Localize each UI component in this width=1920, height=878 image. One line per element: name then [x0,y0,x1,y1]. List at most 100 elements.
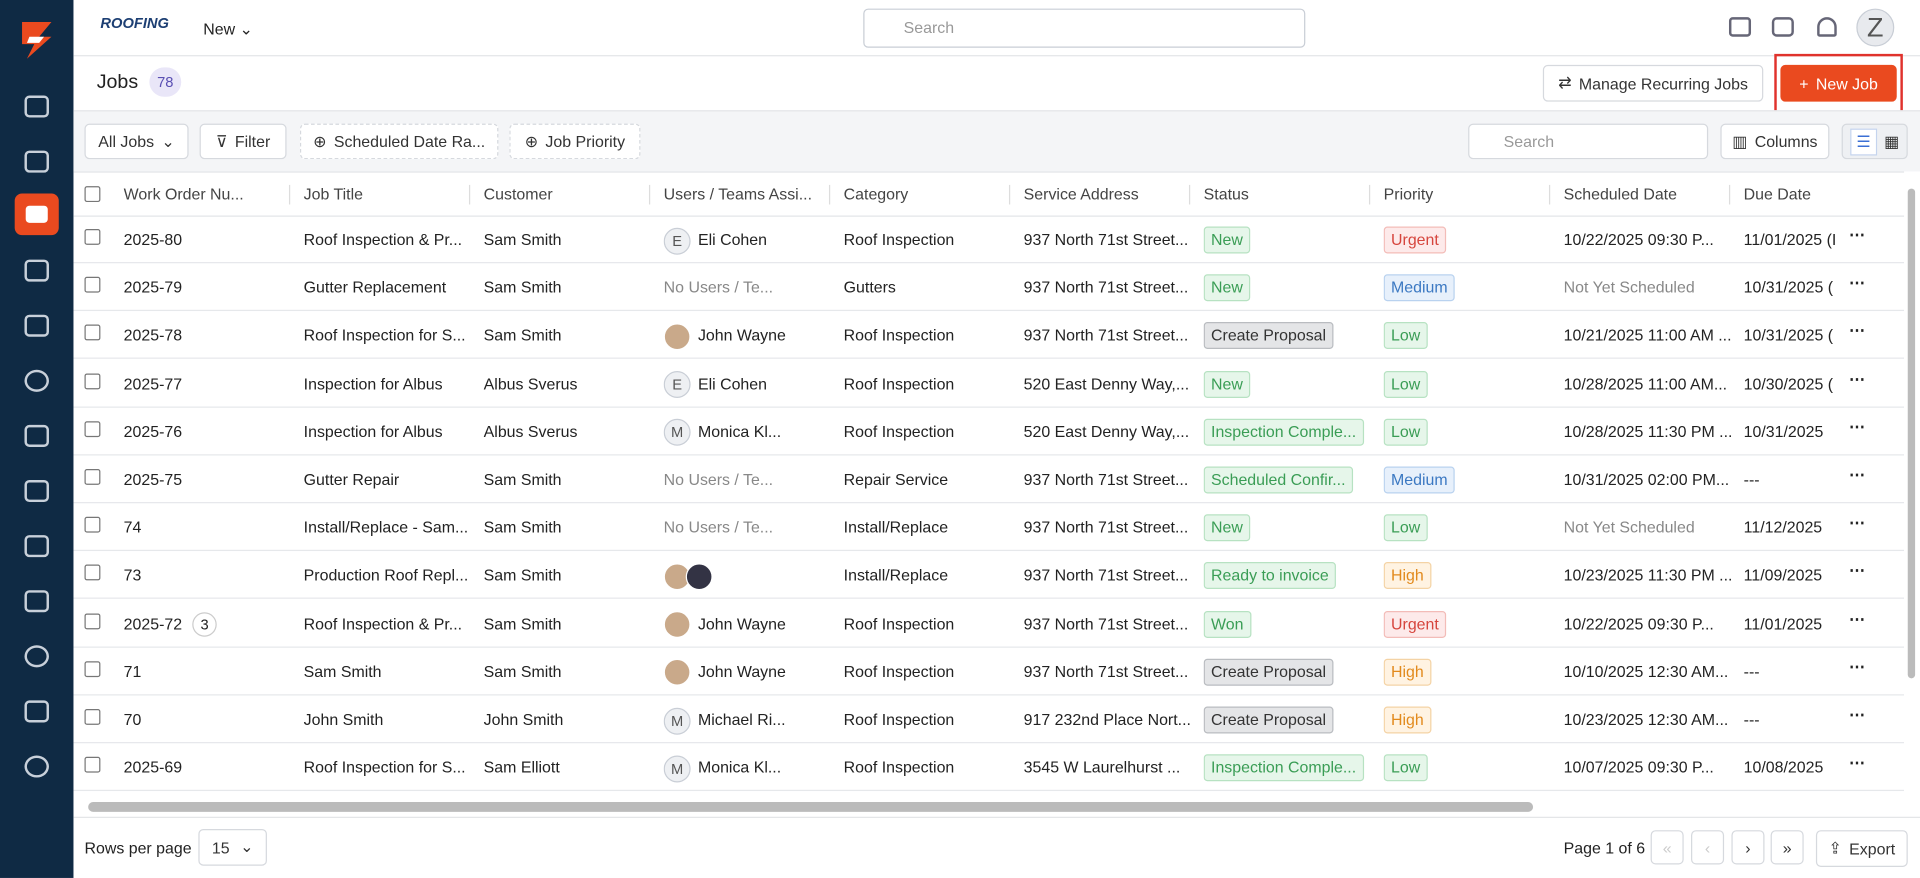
column-header[interactable]: Scheduled Date [1563,184,1677,204]
row-actions[interactable]: ⋯ [1848,513,1867,532]
nav-calendar[interactable] [24,259,49,282]
cell-text: Not Yet Scheduled [1563,278,1695,297]
announcements-icon[interactable] [1728,17,1752,37]
nav-estimates[interactable] [24,590,49,613]
row-checkbox[interactable] [84,228,101,245]
select-all-checkbox[interactable] [84,186,101,203]
row-checkbox[interactable] [84,756,101,773]
table-search[interactable]: Search [1468,123,1709,160]
cell-text: 2025-78 [123,326,183,345]
prev-page[interactable]: ‹ [1691,830,1725,865]
all-jobs-select[interactable]: All Jobs ⌄ [84,123,189,160]
user-photo [685,563,713,591]
columns-button[interactable]: ▥ Columns [1720,123,1830,160]
cell-text: Sam Smith [483,662,562,681]
nav-tags[interactable] [24,480,49,503]
row-checkbox[interactable] [84,276,101,293]
cell-text: 937 North 71st Street... [1023,230,1189,249]
vertical-scrollbar[interactable] [1905,174,1917,798]
cell-priority: Low [1383,503,1555,551]
row-actions[interactable]: ⋯ [1848,273,1867,292]
column-header[interactable]: Customer [483,184,553,204]
nav-orders[interactable] [24,424,49,447]
nav-tools[interactable] [24,150,49,173]
row-checkbox[interactable] [84,372,101,389]
filter-button[interactable]: ⊽ Filter [199,123,287,160]
cell-text: Roof Inspection [843,326,955,345]
cell-user: No Users / Te... [664,456,835,504]
row-actions[interactable]: ⋯ [1848,609,1867,628]
manage-recurring-button[interactable]: ⇄ Manage Recurring Jobs [1542,64,1764,102]
cell-customer: Sam Smith [484,551,655,599]
row-actions[interactable]: ⋯ [1848,417,1867,436]
global-search[interactable]: Search [863,8,1306,48]
export-button[interactable]: ⇪ Export [1815,830,1908,867]
row-actions[interactable]: ⋯ [1848,321,1867,340]
column-header[interactable]: Job Title [303,184,363,204]
cell-text: Sam Smith [483,518,562,537]
cell-customer: Sam Smith [484,600,655,648]
nav-jobs-active[interactable] [14,193,59,236]
cell-category: Roof Inspection [844,743,1015,791]
row-actions[interactable]: ⋯ [1848,753,1867,772]
cell-due: 10/31/2025 ( [1744,263,1903,311]
nav-analytics[interactable] [24,645,49,668]
row-checkbox[interactable] [84,420,101,437]
next-page[interactable]: › [1731,830,1765,865]
row-checkbox[interactable] [84,516,101,533]
view-toggle[interactable]: ☰ ▦ [1841,123,1908,160]
first-page[interactable]: « [1650,830,1684,865]
user-avatar[interactable]: Z [1856,8,1895,47]
column-header[interactable]: Status [1203,184,1249,204]
row-checkbox[interactable] [84,324,101,341]
nav-workflows[interactable] [24,700,49,723]
nav-time[interactable] [24,369,49,392]
messages-icon[interactable] [1771,17,1794,37]
cell-title: Sam Smith [304,648,475,696]
last-page[interactable]: » [1770,830,1804,865]
cell-status: New [1203,263,1375,311]
row-checkbox[interactable] [84,708,101,725]
user-name: John Wayne [697,614,786,633]
column-header[interactable]: Due Date [1743,184,1811,204]
cell-title: Roof Inspection for S... [304,311,475,359]
row-checkbox[interactable] [84,564,101,581]
column-header[interactable]: Work Order Nu... [123,184,244,204]
row-actions[interactable]: ⋯ [1848,561,1867,580]
cell-text: Inspection for Albus [303,422,443,441]
new-menu[interactable]: New ⌄ [203,19,253,38]
new-job-button[interactable]: + New Job [1780,64,1897,102]
column-header[interactable]: Priority [1383,184,1434,204]
cell-id: 2025-79 [124,263,295,311]
row-checkbox[interactable] [84,468,101,485]
search-placeholder: Search [903,18,955,37]
priority-filter[interactable]: ⊕ Job Priority [509,123,641,160]
nav-settings[interactable] [24,755,49,778]
row-checkbox[interactable] [84,612,101,629]
nav-reports[interactable] [24,95,49,118]
column-header[interactable]: Users / Teams Assi... [663,184,813,204]
row-checkbox[interactable] [84,660,101,677]
row-actions[interactable]: ⋯ [1848,465,1867,484]
table-row: 2025-69 Roof Inspection for S... Sam Ellio… [73,743,1905,792]
cell-due: 11/01/2025 (I [1744,216,1903,264]
horizontal-scrollbar[interactable] [88,802,1534,812]
comment-count[interactable]: 3 [191,611,218,637]
cell-due: --- [1744,648,1903,696]
row-actions[interactable]: ⋯ [1848,369,1867,388]
column-divider [288,184,291,205]
nav-customers[interactable] [24,314,49,337]
cell-title: Inspection for Albus [304,408,475,456]
column-divider [1188,184,1191,205]
row-actions[interactable]: ⋯ [1848,705,1867,724]
row-actions[interactable]: ⋯ [1848,225,1867,244]
date-range-filter[interactable]: ⊕ Scheduled Date Ra... [300,123,499,160]
rows-per-page-select[interactable]: 15 ⌄ [198,828,267,866]
cell-title: Gutter Replacement [304,263,475,311]
column-header[interactable]: Service Address [1023,184,1139,204]
row-actions[interactable]: ⋯ [1848,657,1867,676]
column-header[interactable]: Category [843,184,909,204]
column-divider [828,184,831,205]
nav-map[interactable] [24,535,49,558]
notifications-icon[interactable] [1817,17,1837,37]
